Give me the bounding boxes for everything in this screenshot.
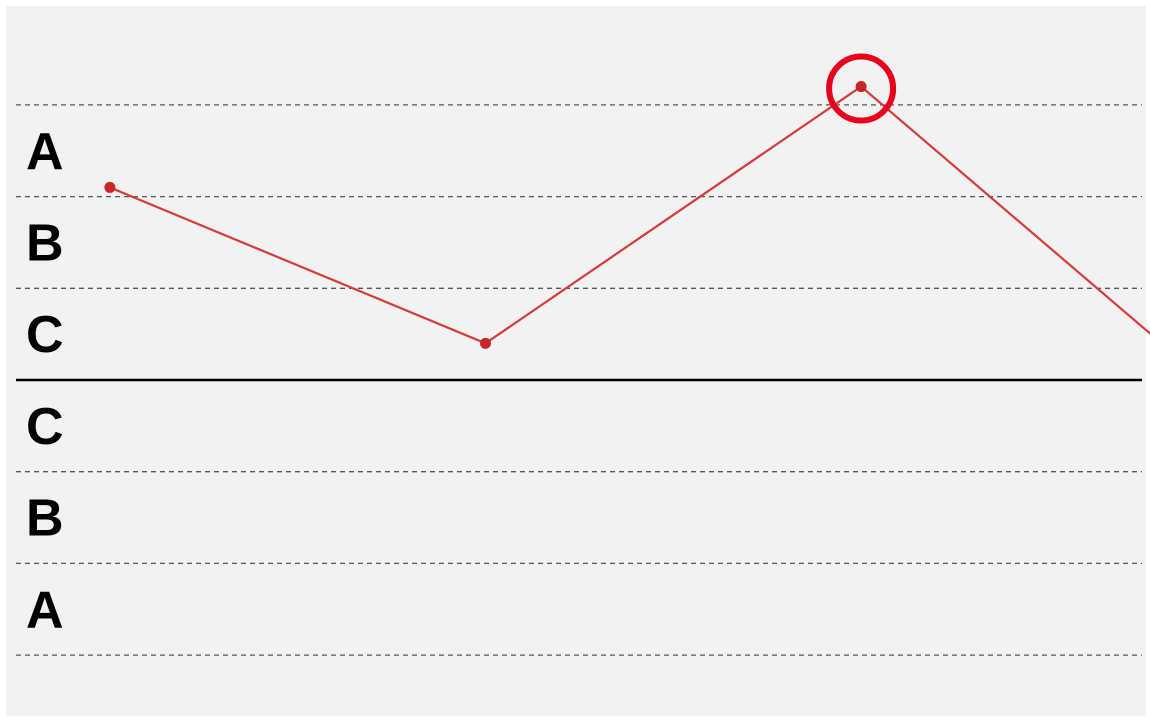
zone-label-c: C <box>26 306 64 364</box>
plot-background <box>6 6 1146 716</box>
zone-label-c: C <box>26 398 64 456</box>
zone-label-b: B <box>26 490 64 548</box>
zone-label-a: A <box>26 581 64 639</box>
data-point <box>856 81 867 92</box>
zone-label-b: B <box>26 214 64 272</box>
data-point <box>480 338 491 349</box>
data-point <box>104 182 115 193</box>
zone-label-a: A <box>26 123 64 181</box>
